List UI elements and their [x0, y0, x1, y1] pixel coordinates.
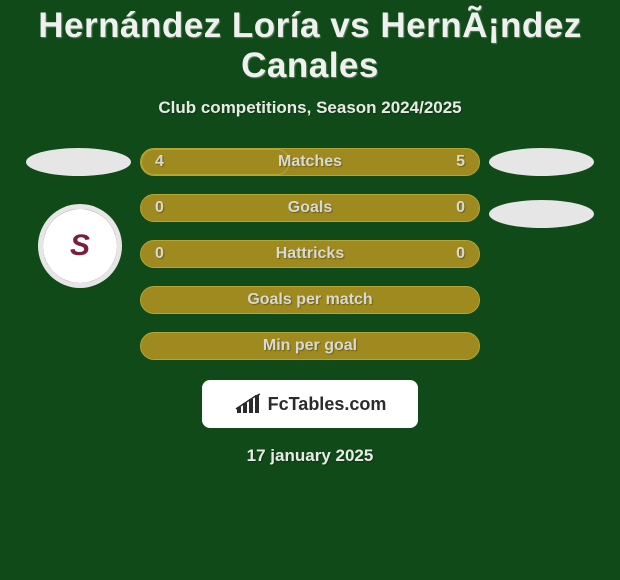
date-label: 17 january 2025: [0, 446, 620, 466]
stat-row: 0Hattricks0: [140, 240, 480, 268]
player-right-placeholder-1: [489, 148, 594, 176]
stat-value-right: 0: [456, 245, 465, 263]
stats-area: S 4Matches50Goals00Hattricks0Goals per m…: [0, 148, 620, 360]
comparison-card: Hernández Loría vs HernÃ¡ndez Canales Cl…: [0, 0, 620, 580]
stat-label: Goals per match: [141, 291, 479, 309]
badge-letter: S: [70, 229, 90, 263]
stats-column: 4Matches50Goals00Hattricks0Goals per mat…: [140, 148, 480, 360]
player-left-placeholder: [26, 148, 131, 176]
stat-label: Goals: [141, 199, 479, 217]
stat-value-right: 5: [456, 153, 465, 171]
stat-value-right: 0: [456, 199, 465, 217]
page-title: Hernández Loría vs HernÃ¡ndez Canales: [0, 0, 620, 86]
player-right-placeholder-2: [489, 200, 594, 228]
stat-row: 4Matches5: [140, 148, 480, 176]
stat-label: Matches: [141, 153, 479, 171]
stat-row: 0Goals0: [140, 194, 480, 222]
stat-row: Goals per match: [140, 286, 480, 314]
brand-box: FcTables.com: [202, 380, 418, 428]
club-badge-left: S: [38, 204, 122, 288]
stat-label: Min per goal: [141, 337, 479, 355]
chart-icon: [234, 393, 262, 415]
stat-row: Min per goal: [140, 332, 480, 360]
stat-label: Hattricks: [141, 245, 479, 263]
subtitle: Club competitions, Season 2024/2025: [0, 98, 620, 118]
brand-text: FcTables.com: [268, 394, 387, 415]
badge-inner: S: [43, 209, 117, 283]
